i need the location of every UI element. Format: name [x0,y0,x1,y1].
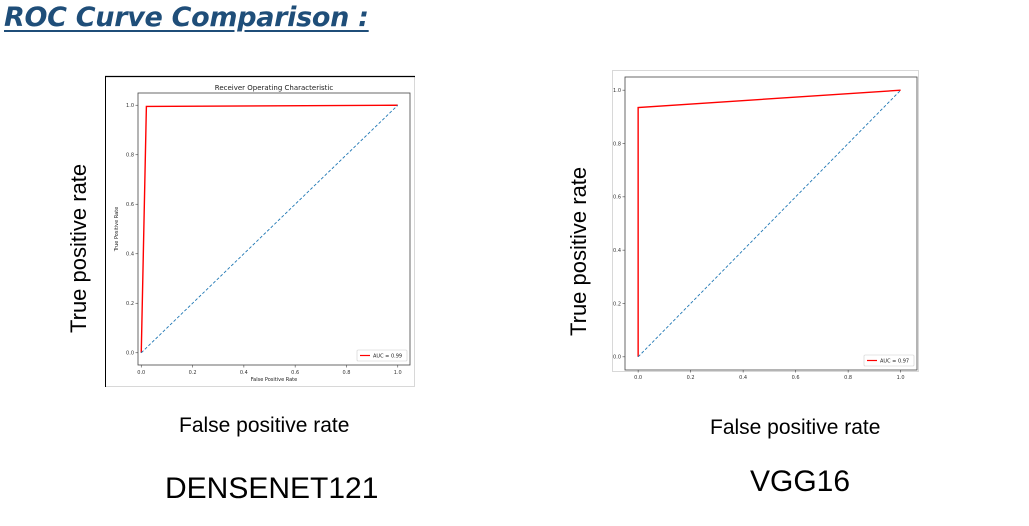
roc-chart-vgg16: 0.0 0.2 0.4 0.6 0.8 1.0 0.0 0.2 0.4 0.6 0.8 1.0 AUC … [612,70,919,381]
axes-frame [137,92,411,366]
y-axis-label: True Positive Rate [114,207,120,253]
x-tick-label: 0.2 [687,375,695,381]
figure-frame [105,76,415,387]
y-tick-label: 0.4 [126,252,134,258]
chance-diagonal-line [140,104,399,354]
plot-title: Receiver Operating Characteristic [215,84,334,92]
x-tick-label: 1.0 [897,375,905,381]
legend-box [863,354,915,367]
model-name-densenet121: DENSENET121 [165,472,379,505]
axes-frame [624,76,918,371]
y-tick-label: 0.4 [613,248,621,254]
y-tick-label: 0.0 [126,351,134,357]
y-tick-label: 0.8 [126,153,134,159]
y-axis-caption-densenet121: True positive rate [66,163,91,333]
x-axis-caption-densenet121: False positive rate [179,414,350,437]
roc-curve-line [637,89,901,357]
x-tick-label: 1.0 [394,370,402,376]
x-tick-label: 0.4 [240,370,248,376]
roc-chart-densenet121: 0.0 0.2 0.4 0.6 0.8 1.0 0.0 0.2 0.4 0.6 0.8 1.0 Rece… [105,75,415,387]
y-tick-label: 0.6 [126,202,134,208]
y-tick-label: 1.0 [613,88,621,94]
y-axis-caption-vgg16: True positive rate [566,166,591,336]
legend-label: AUC = 0.99 [373,353,402,359]
x-tick-label: 0.0 [634,375,642,381]
x-tick-label: 0.6 [291,370,299,376]
figure-frame [612,70,919,372]
x-tick-label: 0.8 [844,375,852,381]
x-axis-caption-vgg16: False positive rate [710,416,881,439]
x-tick-label: 0.8 [342,370,350,376]
x-axis-label: False Positive Rate [251,377,297,383]
roc-curve-line [140,104,398,353]
slide-title: ROC Curve Comparison : [4,2,369,33]
y-tick-label: 0.6 [613,195,621,201]
x-tick-label: 0.2 [189,370,197,376]
x-tick-label: 0.0 [137,370,145,376]
legend-label: AUC = 0.97 [880,358,909,364]
model-name-vgg16: VGG16 [750,465,851,498]
x-tick-label: 0.6 [792,375,800,381]
y-tick-label: 0.8 [613,141,621,147]
chance-diagonal-line [637,89,901,358]
y-tick-label: 0.0 [613,355,621,361]
y-tick-label: 0.2 [126,301,134,307]
y-tick-label: 1.0 [126,103,134,109]
legend-box [356,349,408,362]
y-tick-label: 0.2 [613,301,621,307]
x-tick-label: 0.4 [739,375,747,381]
